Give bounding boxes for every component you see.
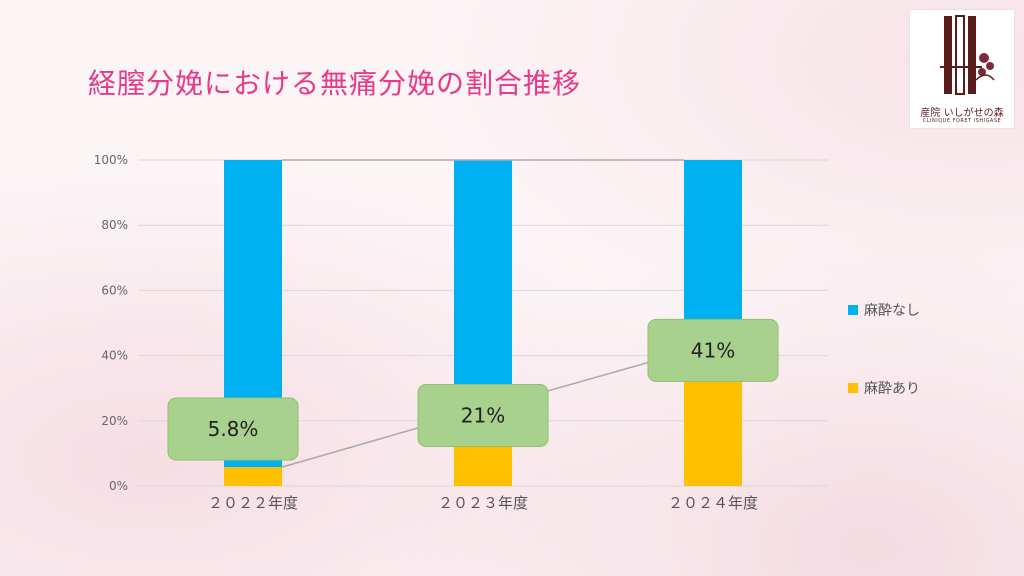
logo-subtext: CLINIQUE FORET ISHIGASE [922,118,1002,124]
y-tick-label: 80% [101,218,128,232]
page-title: 経膣分娩における無痛分娩の割合推移 [88,67,582,100]
data-label: 41% [691,338,735,362]
legend-label: 麻酔あり [864,381,920,397]
y-tick-label: 60% [101,283,128,297]
y-tick-label: 0% [109,479,128,493]
x-tick-label: ２０２３年度 [438,494,528,512]
x-tick-label: ２０２２年度 [208,494,298,512]
data-label-box [417,384,549,448]
data-label: 5.8% [208,417,259,441]
data-label-box [647,318,779,382]
legend-item-anesthesia: 麻酔あり [848,378,920,398]
data-label: 21% [461,404,505,428]
y-tick-label: 40% [101,349,128,363]
clinic-logo: 産院 いしがせの森 CLINIQUE FORET ISHIGASE [910,10,1014,128]
legend-item-no-anesthesia: 麻酔なし [848,300,920,320]
legend-label: 麻酔なし [864,303,920,319]
y-tick-label: 100% [94,153,128,167]
data-label-box [167,397,299,461]
x-tick-label: ２０２４年度 [668,494,758,512]
bar-anesthesia [224,467,282,486]
logo-text: 産院 いしがせの森 [920,108,1004,119]
logo-icon [940,15,995,95]
y-tick-label: 20% [101,414,128,428]
bar-no-anesthesia [454,160,512,418]
legend-swatch [848,383,858,393]
legend-swatch [848,305,858,315]
